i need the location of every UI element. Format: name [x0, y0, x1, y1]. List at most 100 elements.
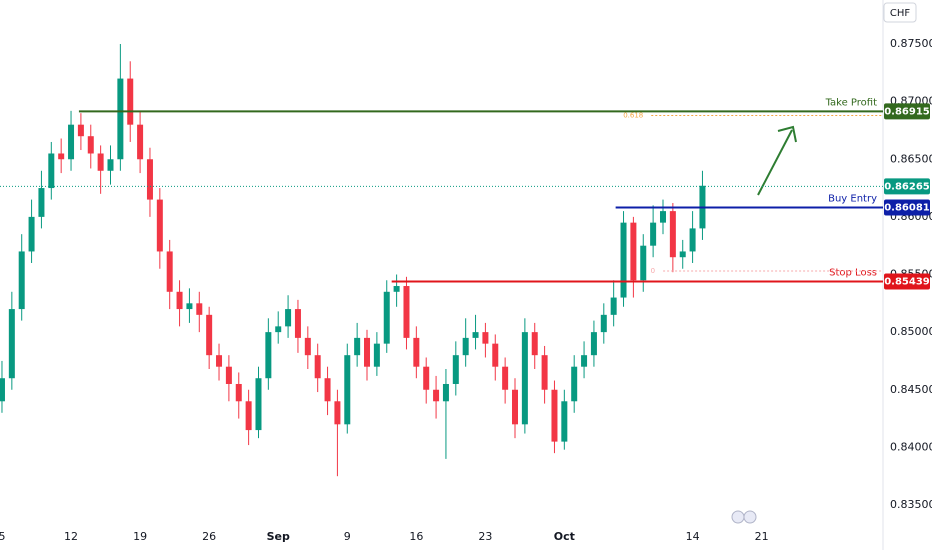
current-price-label: 0.86265: [884, 181, 930, 192]
candle-body: [137, 124, 144, 160]
x-tick-label: Oct: [554, 530, 575, 543]
candle-body: [344, 355, 351, 425]
y-tick-label: 0.84000: [890, 440, 932, 453]
candle-body: [373, 343, 380, 367]
y-tick-label: 0.87500: [890, 37, 932, 50]
candle-body: [0, 378, 5, 402]
candle-body: [650, 222, 657, 246]
candle-body: [294, 309, 301, 338]
candle-body: [107, 159, 114, 171]
level-badge: [884, 273, 930, 290]
event-flags: [731, 510, 757, 524]
candle-body: [640, 245, 647, 281]
candle-body: [364, 337, 371, 367]
candle-body: [127, 78, 134, 125]
candle-body: [452, 355, 459, 384]
candle-body: [28, 216, 35, 252]
currency: CHF: [890, 8, 911, 19]
candle-body: [531, 332, 538, 356]
x-tick-label: 5: [0, 530, 5, 543]
level-price: 0.86081: [884, 203, 930, 214]
candle-body: [669, 211, 676, 258]
candle-body: [403, 286, 410, 338]
candle-body: [275, 326, 282, 333]
candle-body: [413, 337, 420, 367]
candle-body: [285, 309, 292, 327]
x-tick-label: 12: [64, 530, 78, 543]
x-tick-label: 9: [344, 530, 351, 543]
level-price: 0.86915: [884, 106, 930, 117]
candle-body: [354, 337, 361, 356]
candle-body: [97, 153, 104, 171]
trend-arrow: [757, 125, 797, 196]
candle-body: [679, 251, 686, 258]
candle-body: [512, 389, 519, 425]
candle-body: [58, 153, 65, 160]
candle-body: [590, 332, 597, 356]
candle-body: [334, 401, 341, 425]
candle-body: [146, 159, 153, 200]
candle-body: [77, 124, 84, 137]
candle-body: [482, 332, 489, 344]
candle-body: [245, 401, 252, 431]
level-label: Stop Loss: [829, 268, 877, 279]
x-tick-label: 14: [686, 530, 700, 543]
currency-badge[interactable]: [883, 2, 917, 23]
candle-body: [561, 401, 568, 442]
y-tick-label: 0.86500: [890, 152, 932, 165]
level-price: 0.85439: [884, 277, 930, 288]
candle-body: [581, 355, 588, 367]
x-tick-label: 26: [202, 530, 216, 543]
candle-body: [265, 332, 272, 379]
candle-body: [610, 297, 617, 315]
candle-body: [492, 343, 499, 367]
x-tick-label: 16: [409, 530, 423, 543]
candle-body: [8, 309, 15, 379]
candle-body: [442, 383, 449, 402]
x-tick-label: Sep: [267, 530, 290, 543]
candle-body: [433, 389, 440, 402]
candle-body: [324, 378, 331, 402]
candle-body: [87, 136, 94, 154]
candle-body: [423, 366, 430, 390]
level-badge: [884, 199, 930, 216]
candle-body: [689, 228, 696, 252]
candle-body: [48, 153, 55, 189]
candle-body: [68, 124, 75, 160]
candle-body: [206, 314, 213, 356]
candle-body: [541, 355, 548, 390]
level-label: Take Profit: [825, 97, 878, 108]
candle-body: [117, 78, 124, 160]
candle-body: [196, 303, 203, 315]
candle-body: [255, 378, 262, 431]
candle-body: [620, 222, 627, 298]
current-price-badge: [884, 178, 930, 195]
candle-body: [304, 337, 311, 356]
x-tick-label: 23: [478, 530, 492, 543]
candle-body: [18, 251, 25, 310]
candle-body: [38, 188, 45, 217]
candle-body: [521, 332, 528, 425]
candle-body: [225, 366, 232, 384]
candle-body: [502, 366, 509, 390]
x-tick-label: 19: [133, 530, 147, 543]
x-tick-label: 21: [755, 530, 769, 543]
fib-label: 0.618: [623, 111, 643, 119]
candle-body: [600, 314, 607, 333]
y-tick-label: 0.83500: [890, 498, 932, 511]
candle-body: [176, 291, 183, 310]
fib-label: 0: [651, 267, 655, 275]
candle-body: [383, 291, 390, 344]
candle-body: [216, 355, 223, 367]
candle-body: [156, 199, 163, 252]
candle-body: [630, 222, 637, 281]
candle-body: [235, 383, 242, 402]
level-label: Buy Entry: [828, 194, 877, 205]
candle-body: [571, 366, 578, 402]
candle-body: [314, 355, 321, 379]
y-tick-label: 0.85000: [890, 325, 932, 338]
candle-body: [551, 389, 558, 442]
level-badge: [884, 103, 930, 120]
